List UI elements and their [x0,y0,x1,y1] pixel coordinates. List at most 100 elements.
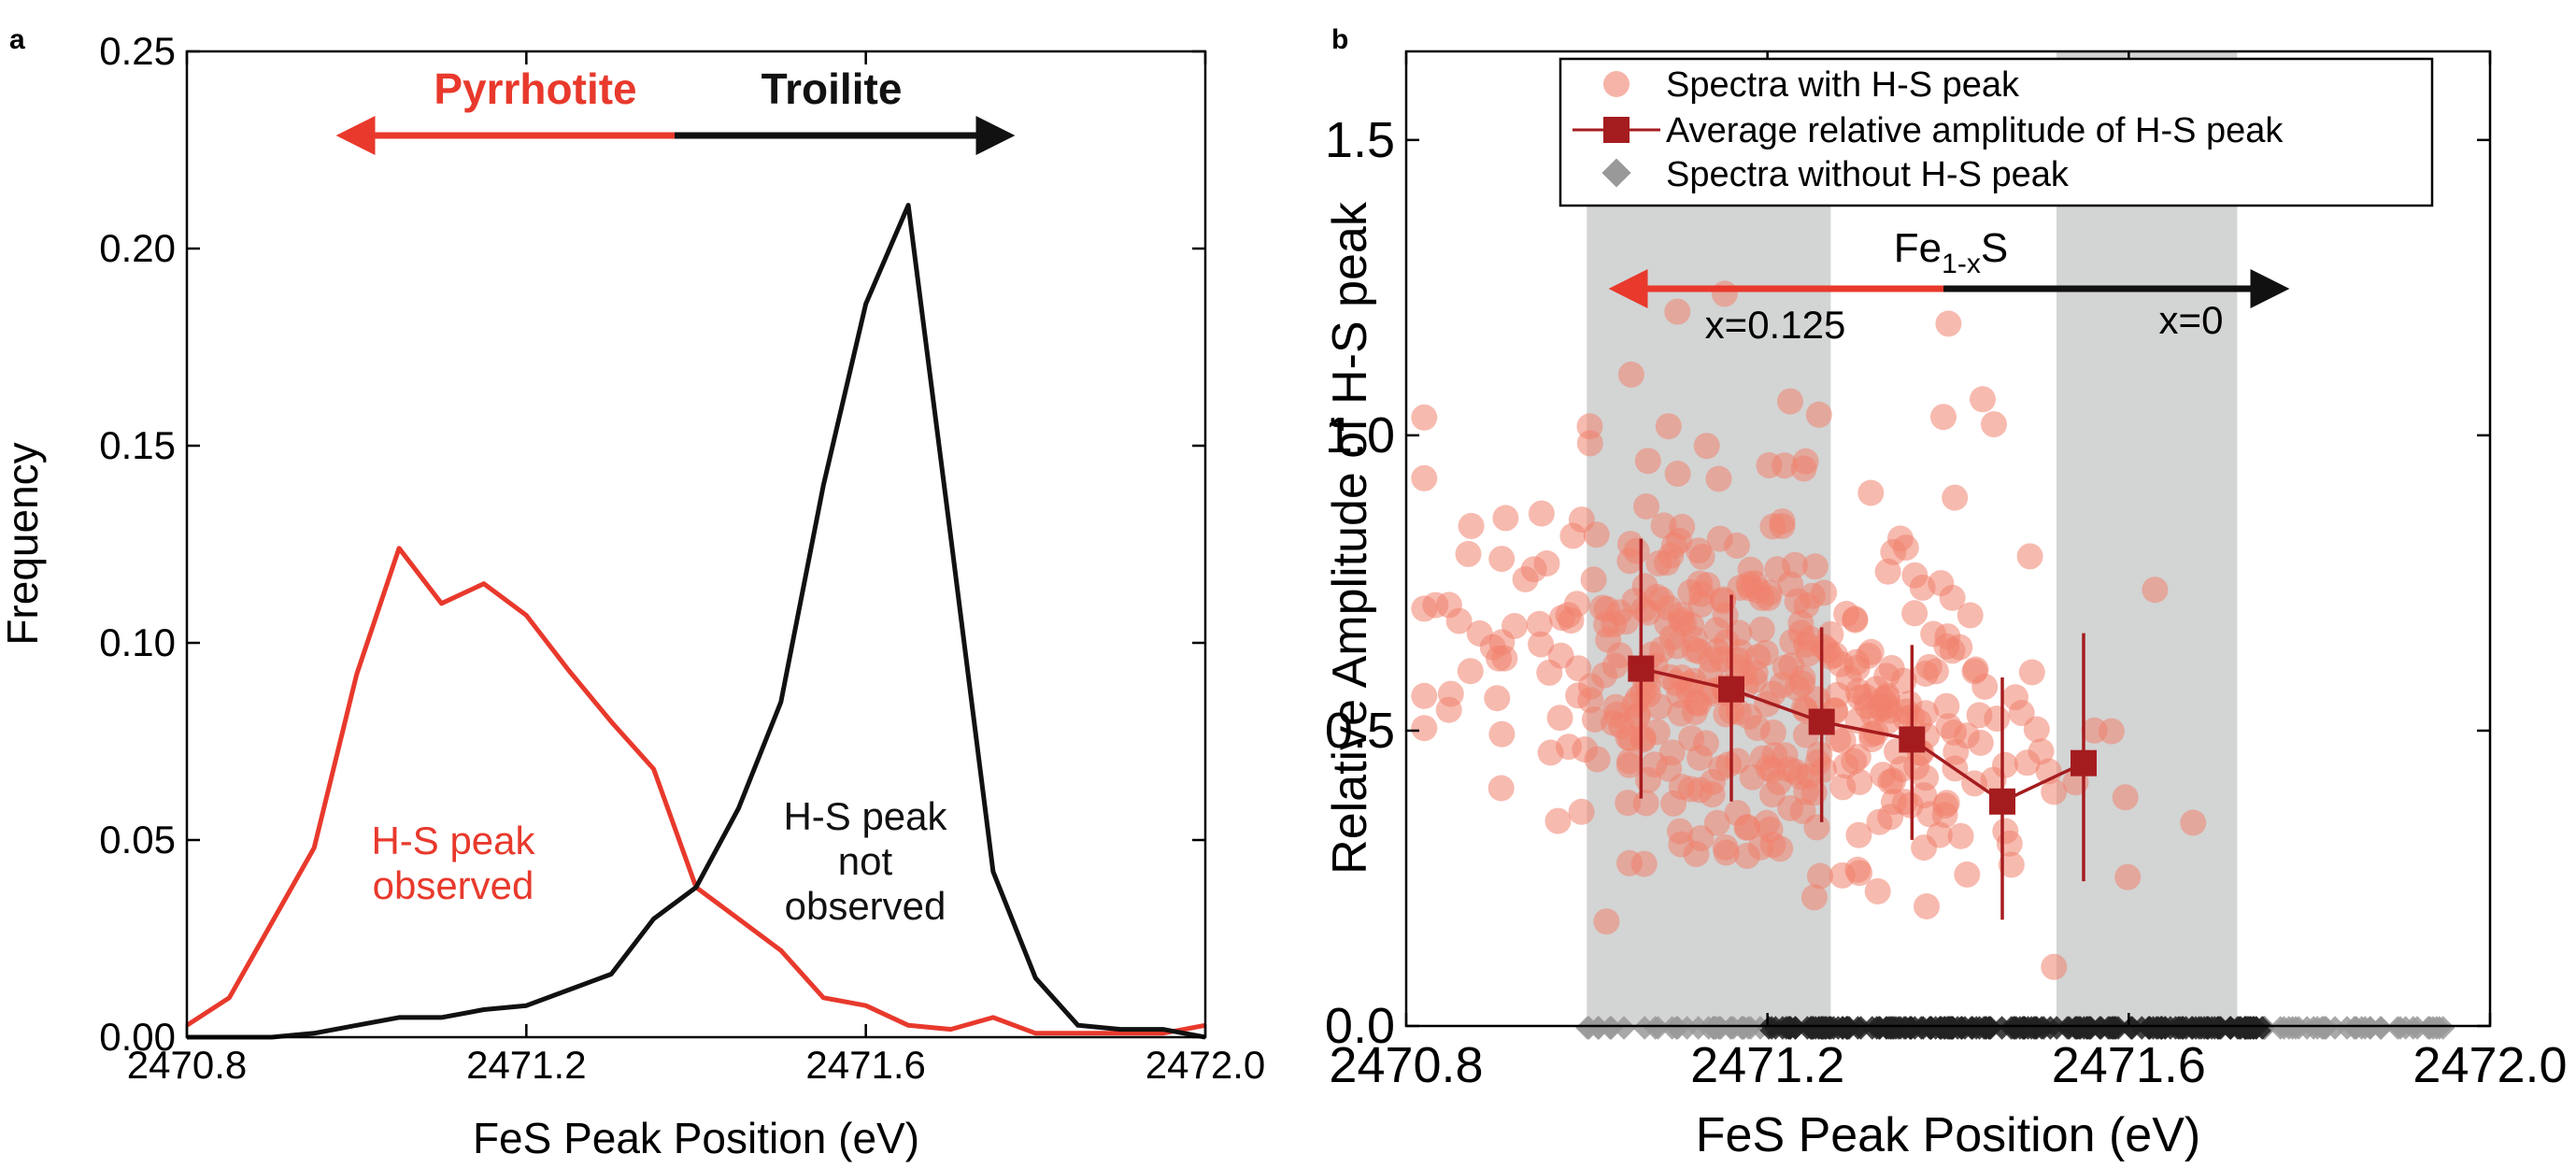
scatter-point-with-peak [1655,413,1682,440]
panel-a-series [185,203,1206,1040]
scatter-point-with-peak [2112,784,2139,811]
scatter-point-with-peak [1864,877,1891,904]
scatter-point-with-peak [1984,705,2011,733]
panel-a-plot-frame [185,50,1207,1039]
scatter-point-with-peak [1870,762,1897,789]
scatter-point-with-peak [1411,464,1438,491]
scatter-point-with-peak [1488,720,1516,748]
scatter-point-with-peak [1630,850,1658,877]
scatter-point-with-peak [1957,602,1984,629]
scatter-point-with-peak [1411,682,1438,709]
scatter-point-with-peak [1681,699,1708,726]
scatter-point-with-peak [1685,537,1712,564]
scatter-point-with-peak [1922,658,1949,685]
panel-b-y-tick-label: 0.5 [1325,703,1395,759]
legend-frame [1558,57,2434,207]
scatter-point-with-peak [1678,612,1705,639]
scatter-point-with-peak [1981,411,2007,438]
scatter-point-with-peak [1807,862,1833,890]
scatter-point-with-peak [1683,841,1710,867]
scatter-point-with-peak [1492,505,1519,532]
scatter-point-with-peak [1793,631,1820,658]
scatter-point-with-peak [1756,579,1783,606]
scatter-point-with-peak [1846,769,1873,795]
scatter-point-with-peak [1767,835,1794,862]
scatter-point-with-peak [1710,588,1737,615]
panel-a-y-tick-label: 0.00 [99,1015,176,1059]
panel-a-x-tick-label: 2470.8 [127,1043,247,1087]
scatter-point-with-peak [2023,716,2050,743]
scatter-point-with-peak [1559,522,1587,549]
panel-a: a 2470.8 2471.2 2471.6 2472.0 0.00 0.05 0.10 0.… [0,24,1265,1162]
scatter-point-with-peak [1520,556,1547,583]
scatter-point-with-peak [1901,600,1928,627]
troilite-label: Troilite [761,64,903,113]
scatter-point-with-peak [1580,566,1607,593]
scatter-point-with-peak [1790,455,1817,482]
scatter-point-with-peak [1939,584,1966,611]
panel-a-y-tick-label: 0.10 [99,620,176,664]
panel-b: b 2470.8 2471.2 2471.6 2472.0 0.0 0.5 1.0 1.5 F… [1323,24,2568,1162]
scatter-point-with-peak [1733,842,1760,869]
scatter-point-with-peak [1601,652,1629,679]
scatter-point-with-peak [1800,884,1828,911]
scatter-point-with-peak [1998,851,2025,878]
legend-label-with-peak: Spectra with H-S peak [1666,65,2020,105]
panel-b-y-tick-label: 1.0 [1325,407,1395,463]
scatter-point-with-peak [1687,591,1715,618]
scatter-point-with-peak [1664,461,1691,487]
scatter-point-with-peak [1632,790,1659,817]
panel-b-x-tick-label: 2470.8 [1329,1037,1483,1093]
pyrrhotite-label: Pyrrhotite [434,64,636,113]
scatter-point-with-peak [1678,725,1705,752]
scatter-point-with-peak [1693,433,1720,460]
scatter-point-with-peak [1824,681,1851,708]
panel-b-y-axis-label: Relative Amplitude of H-S peak [1323,201,1377,875]
scatter-point-with-peak [1946,634,1973,661]
scatter-point-with-peak [2142,577,2169,604]
scatter-point-with-peak [1844,678,1872,705]
panel-a-label: a [9,24,25,55]
hs-observed-series-line [185,546,1206,1036]
scatter-point-with-peak [1546,705,1573,732]
average-point [1808,708,1835,735]
scatter-point-with-peak [1621,588,1648,615]
scatter-point-with-peak [1933,692,1960,719]
scatter-point-with-peak [1615,751,1643,778]
panel-a-x-tick-label: 2472.0 [1146,1043,1265,1087]
scatter-point-with-peak [1782,551,1808,578]
scatter-point-with-peak [1941,719,1968,746]
scatter-point-with-peak [1645,550,1672,577]
scatter-point-with-peak [1724,748,1751,775]
scatter-point-with-peak [1633,493,1659,520]
fe1xs-label-end: S [1981,225,2008,271]
panel-a-y-tick-label: 0.15 [99,423,176,467]
scatter-point-with-peak [1484,685,1511,712]
scatter-point-with-peak [1733,814,1760,841]
scatter-point-with-peak [1799,582,1826,609]
scatter-point-with-peak [1913,764,1940,791]
scatter-point-with-peak [1901,562,1928,589]
panel-a-y-tick-label: 0.25 [99,29,176,73]
scatter-point-with-peak [1658,624,1686,651]
hs-observed-label-line2: observed [373,863,534,907]
scatter-point-with-peak [2180,809,2207,836]
scatter-point-with-peak [1769,513,1796,539]
scatter-point-with-peak [2098,718,2125,745]
scatter-point-with-peak [1817,620,1844,648]
scatter-point-with-peak [1886,525,1914,552]
panel-a-y-tick-label: 0.05 [99,818,176,862]
scatter-point-with-peak [1713,839,1740,866]
scatter-point-with-peak [2041,953,2068,980]
scatter-point-with-peak [1935,310,1962,337]
scatter-point-with-peak [1455,540,1482,567]
scatter-point-with-peak [1873,662,1900,690]
scatter-point-with-peak [1845,821,1872,848]
panel-b-average-series [1628,538,2097,920]
scatter-point-with-peak [1930,404,1957,431]
panel-b-label: b [1331,24,1348,55]
scatter-point-with-peak [1686,638,1713,665]
fe1xs-label: Fe1-xS [1894,225,2008,279]
scatter-point-with-peak [1576,430,1603,457]
